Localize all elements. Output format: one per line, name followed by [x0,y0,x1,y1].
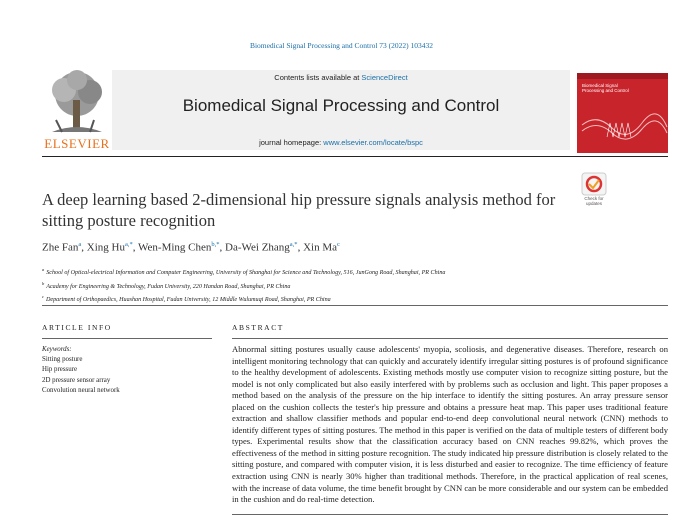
abstract-rule [232,514,668,515]
journal-title: Biomedical Signal Processing and Control [182,96,500,115]
heading-rule [232,338,668,339]
author-separator: , [219,241,226,254]
affiliation: aSchool of Optical-electrical Informatio… [42,265,662,279]
affiliation-text: Department of Orthopaedics, Huashan Hosp… [46,297,331,304]
heading-rule [42,338,212,339]
contents-line: Contents lists available at ScienceDirec… [112,73,570,82]
journal-cover [577,73,668,153]
homepage-link[interactable]: www.elsevier.com/locate/bspc [323,138,423,147]
author-name: Xin Ma [303,241,337,254]
author-separator: , [81,241,87,254]
article-title: A deep learning based 2-dimensional hip … [42,190,556,230]
keyword: 2D pressure sensor array [42,376,111,384]
keywords-label: Keywords: [42,346,72,353]
author-marks[interactable]: a,* [289,241,298,248]
sciencedirect-link[interactable]: ScienceDirect [361,73,408,82]
affiliation-mark: b [42,280,45,286]
header-rule [42,156,668,157]
article-info-heading: ARTICLE INFO [42,323,112,332]
affiliation-mark: c [42,294,44,300]
keywords-block: Keywords: Sitting posture Hip pressure 2D … [42,345,120,396]
affiliation: cDepartment of Orthopaedics, Huashan Hos… [42,292,662,306]
author-name: Da-Wei Zhang [225,241,290,254]
abstract-text: Abnormal sitting postures usually cause … [232,344,668,505]
check-updates-icon[interactable] [581,172,607,196]
affiliation-text: Academy for Engineering & Technology, Fu… [46,283,291,290]
author-marks[interactable]: a,* [124,241,133,248]
author-marks[interactable]: a [78,241,82,248]
homepage-line: journal homepage: www.elsevier.com/locat… [112,138,570,147]
check-updates-label[interactable]: Check for updates [584,196,604,206]
elsevier-logo [42,70,112,136]
homepage-prefix: journal homepage: [259,138,324,147]
affiliation-text: School of Optical-electrical Information… [46,270,446,277]
keyword: Hip pressure [42,366,78,374]
header-band [112,70,570,150]
cover-title: Biomedical Signal Processing and Control [582,83,629,93]
journal-reference: Biomedical Signal Processing and Control… [249,41,434,50]
author-name: Wen-Ming Chen [138,241,212,254]
author-marks[interactable]: b,* [211,241,220,248]
section-rule [42,305,668,306]
keyword: Sitting posture [42,356,83,364]
author-name: Zhe Fan [42,241,79,254]
author-separator: , [132,241,139,254]
abstract-heading: ABSTRACT [232,323,284,332]
author-list: Zhe Fana, Xing Hua,*, Wen-Ming Chenb,*, … [42,241,340,254]
author-separator: , [297,241,304,254]
affiliations: aSchool of Optical-electrical Informatio… [42,265,662,306]
affiliation-mark: a [42,267,45,272]
keyword: Convolution neural network [42,386,120,394]
affiliation: bAcademy for Engineering & Technology, F… [42,279,662,293]
author-name: Xing Hu [86,241,125,254]
publisher-wordmark: ELSEVIER [44,136,110,151]
author-marks[interactable]: c [336,241,340,248]
contents-prefix: Contents lists available at [274,73,362,82]
